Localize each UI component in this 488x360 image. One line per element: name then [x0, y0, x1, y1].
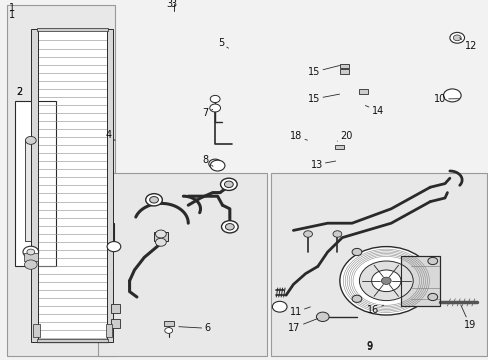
Text: 8: 8 — [202, 155, 213, 166]
Text: 9: 9 — [366, 341, 371, 351]
Bar — [271, 173, 486, 356]
Circle shape — [225, 224, 234, 230]
Bar — [339, 69, 348, 74]
Circle shape — [210, 95, 220, 103]
Bar — [37, 29, 107, 342]
Circle shape — [224, 181, 233, 188]
Bar — [7, 5, 115, 356]
Text: 12: 12 — [459, 38, 476, 51]
Circle shape — [303, 231, 312, 237]
Bar — [98, 173, 266, 356]
Circle shape — [332, 231, 341, 237]
Circle shape — [371, 270, 400, 292]
Circle shape — [316, 312, 328, 321]
Bar — [339, 64, 348, 68]
Circle shape — [220, 178, 237, 190]
Circle shape — [443, 89, 460, 102]
Circle shape — [149, 197, 158, 203]
Bar — [400, 256, 439, 306]
Circle shape — [339, 247, 432, 315]
Text: 3: 3 — [170, 0, 176, 9]
Text: 17: 17 — [288, 319, 317, 333]
Circle shape — [23, 246, 39, 258]
Text: 15: 15 — [307, 94, 339, 104]
Bar — [25, 140, 36, 241]
Bar — [105, 324, 112, 337]
Circle shape — [221, 221, 238, 233]
Bar — [111, 304, 120, 313]
Text: 11: 11 — [289, 307, 310, 317]
Circle shape — [208, 159, 221, 168]
Text: 1: 1 — [9, 3, 15, 13]
Circle shape — [27, 249, 35, 255]
Text: 4: 4 — [105, 130, 115, 140]
Text: 15: 15 — [307, 66, 339, 77]
Circle shape — [209, 104, 220, 112]
Circle shape — [427, 257, 437, 265]
Circle shape — [351, 248, 361, 256]
Circle shape — [452, 35, 460, 41]
Circle shape — [427, 293, 437, 301]
Bar — [24, 253, 38, 261]
Text: 20: 20 — [337, 131, 352, 141]
Text: 5: 5 — [217, 38, 228, 48]
Text: 13: 13 — [310, 159, 335, 170]
Text: 2: 2 — [16, 87, 22, 97]
Circle shape — [155, 238, 166, 246]
Circle shape — [24, 260, 37, 269]
Circle shape — [381, 277, 390, 284]
Bar — [31, 29, 38, 342]
Bar — [37, 28, 107, 31]
Text: 2: 2 — [16, 87, 22, 97]
Text: 7: 7 — [202, 108, 212, 118]
Circle shape — [145, 194, 162, 206]
Bar — [106, 29, 113, 342]
Circle shape — [155, 230, 166, 238]
Circle shape — [351, 295, 361, 302]
Bar — [163, 321, 174, 326]
Circle shape — [359, 261, 412, 301]
Bar — [334, 145, 343, 149]
Bar — [111, 319, 120, 328]
Circle shape — [272, 301, 286, 312]
Circle shape — [107, 242, 121, 252]
Text: 6: 6 — [179, 323, 210, 333]
Text: 3: 3 — [166, 0, 172, 9]
Bar — [37, 339, 107, 342]
Bar — [154, 232, 167, 241]
Text: 14: 14 — [365, 105, 383, 116]
Circle shape — [210, 160, 224, 171]
Text: 1: 1 — [9, 10, 15, 20]
Circle shape — [25, 136, 36, 144]
Circle shape — [449, 32, 464, 43]
Text: 19: 19 — [460, 305, 475, 330]
Bar — [359, 89, 367, 94]
Text: 16: 16 — [366, 305, 383, 315]
Text: 18: 18 — [289, 131, 307, 141]
Bar — [33, 324, 40, 337]
Text: 9: 9 — [366, 342, 371, 352]
Circle shape — [164, 328, 172, 333]
Bar — [400, 256, 439, 306]
Text: 10: 10 — [433, 94, 458, 104]
Bar — [15, 101, 56, 266]
